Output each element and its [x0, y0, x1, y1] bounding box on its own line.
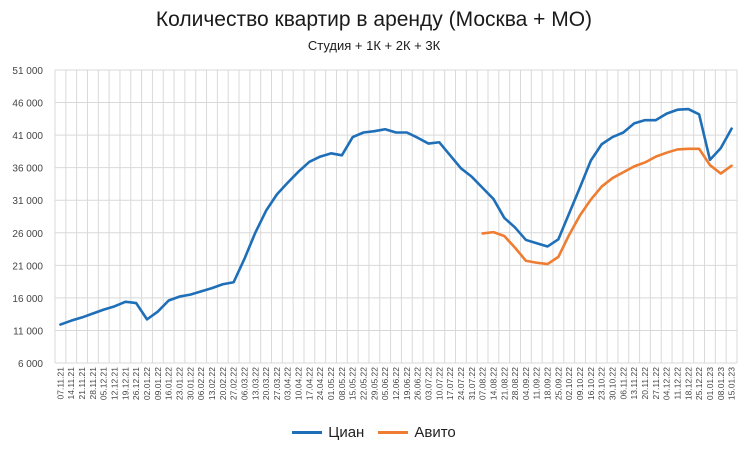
x-tick-label: 27.11.22 [651, 367, 661, 400]
x-tick-label: 27.02.22 [229, 367, 239, 400]
x-tick-label: 05.06.22 [380, 367, 390, 400]
x-tick-label: 06.11.22 [618, 367, 628, 400]
x-tick-label: 15.05.22 [348, 367, 358, 400]
x-tick-label: 08.01.23 [716, 367, 726, 400]
x-tick-label: 16.10.22 [586, 367, 596, 400]
y-tick-label: 41 000 [12, 131, 43, 142]
x-tick-label: 04.09.22 [521, 367, 531, 400]
x-tick-label: 01.01.23 [705, 367, 715, 400]
y-tick-label: 36 000 [12, 164, 43, 175]
x-tick-label: 17.07.22 [445, 367, 455, 400]
x-tick-label: 02.01.22 [142, 367, 152, 400]
y-tick-label: 51 000 [12, 66, 43, 77]
x-tick-label: 26.06.22 [413, 367, 423, 400]
x-tick-label: 13.03.22 [250, 367, 260, 400]
x-tick-label: 09.01.22 [153, 367, 163, 400]
x-tick-label: 13.02.22 [207, 367, 217, 400]
x-tick-label: 28.11.21 [88, 367, 98, 400]
x-tick-label: 04.12.22 [662, 367, 672, 400]
x-tick-label: 13.11.22 [629, 367, 639, 400]
x-tick-label: 10.07.22 [434, 367, 444, 400]
y-tick-label: 31 000 [12, 196, 43, 207]
x-tick-label: 11.12.22 [672, 367, 682, 400]
x-tick-label: 18.09.22 [543, 367, 553, 400]
legend-label-avito: Авито [414, 424, 456, 441]
x-tick-label: 03.07.22 [423, 367, 433, 400]
x-tick-label: 02.10.22 [564, 367, 574, 400]
y-tick-label: 16 000 [12, 294, 43, 305]
x-tick-label: 03.04.22 [283, 367, 293, 400]
series-line-1 [481, 147, 733, 266]
x-tick-label: 10.04.22 [294, 367, 304, 400]
x-tick-label: 15.01.23 [727, 367, 737, 400]
chart-title: Количество квартир в аренду (Москва + МО… [155, 8, 593, 31]
x-tick-label: 31.07.22 [467, 367, 477, 400]
x-tick-label: 20.11.22 [640, 367, 650, 400]
x-tick-label: 11.09.22 [532, 367, 542, 400]
x-tick-label: 07.11.21 [55, 367, 65, 400]
y-tick-label: 11 000 [13, 326, 43, 337]
legend-item-cian: Циан [292, 424, 364, 441]
y-tick-label: 26 000 [12, 229, 43, 240]
legend-label-cian: Циан [328, 424, 365, 441]
x-tick-label: 07.08.22 [478, 367, 488, 400]
chart-legend: Циан Авито [0, 424, 748, 441]
x-tick-label: 24.04.22 [315, 367, 325, 400]
x-tick-label: 06.03.22 [239, 367, 249, 400]
y-tick-label: 21 000 [12, 261, 43, 272]
x-tick-label: 12.06.22 [391, 367, 401, 400]
x-tick-label: 23.01.22 [174, 367, 184, 400]
legend-swatch-avito [378, 431, 409, 434]
x-tick-label: 14.11.21 [66, 367, 76, 400]
x-tick-label: 14.08.22 [488, 367, 498, 400]
x-tick-label: 27.03.22 [272, 367, 282, 400]
legend-item-avito: Авито [378, 424, 456, 441]
x-tick-label: 29.05.22 [369, 367, 379, 400]
legend-swatch-cian [292, 431, 323, 434]
x-tick-label: 16.01.22 [164, 367, 174, 400]
x-tick-label: 09.10.22 [575, 367, 585, 400]
x-tick-label: 30.10.22 [608, 367, 618, 400]
x-tick-label: 19.12.21 [120, 367, 130, 400]
x-tick-label: 25.09.22 [553, 367, 563, 400]
series-line-0 [59, 107, 733, 326]
x-tick-label: 24.07.22 [456, 367, 466, 400]
x-tick-label: 23.10.22 [597, 367, 607, 400]
x-tick-label: 25.12.22 [694, 367, 704, 400]
x-tick-label: 05.12.21 [99, 367, 109, 400]
x-tick-label: 20.02.22 [218, 367, 228, 400]
x-tick-label: 20.03.22 [261, 367, 271, 400]
x-tick-label: 19.06.22 [402, 367, 412, 400]
x-tick-label: 30.01.22 [185, 367, 195, 400]
chart-subtitle: Студия + 1К + 2К + 3К [307, 38, 441, 53]
y-tick-label: 6 000 [18, 359, 43, 370]
y-tick-label: 46 000 [12, 99, 43, 110]
x-tick-label: 12.12.21 [110, 367, 120, 400]
x-tick-label: 21.08.22 [499, 367, 509, 400]
x-tick-label: 17.04.22 [304, 367, 314, 400]
x-tick-label: 06.02.22 [196, 367, 206, 400]
x-tick-label: 22.05.22 [359, 367, 369, 400]
x-tick-label: 01.05.22 [326, 367, 336, 400]
x-tick-label: 28.08.22 [510, 367, 520, 400]
x-tick-label: 08.05.22 [337, 367, 347, 400]
x-tick-label: 26.12.21 [131, 367, 141, 400]
x-tick-label: 18.12.22 [683, 367, 693, 400]
x-tick-label: 21.11.21 [77, 367, 87, 400]
